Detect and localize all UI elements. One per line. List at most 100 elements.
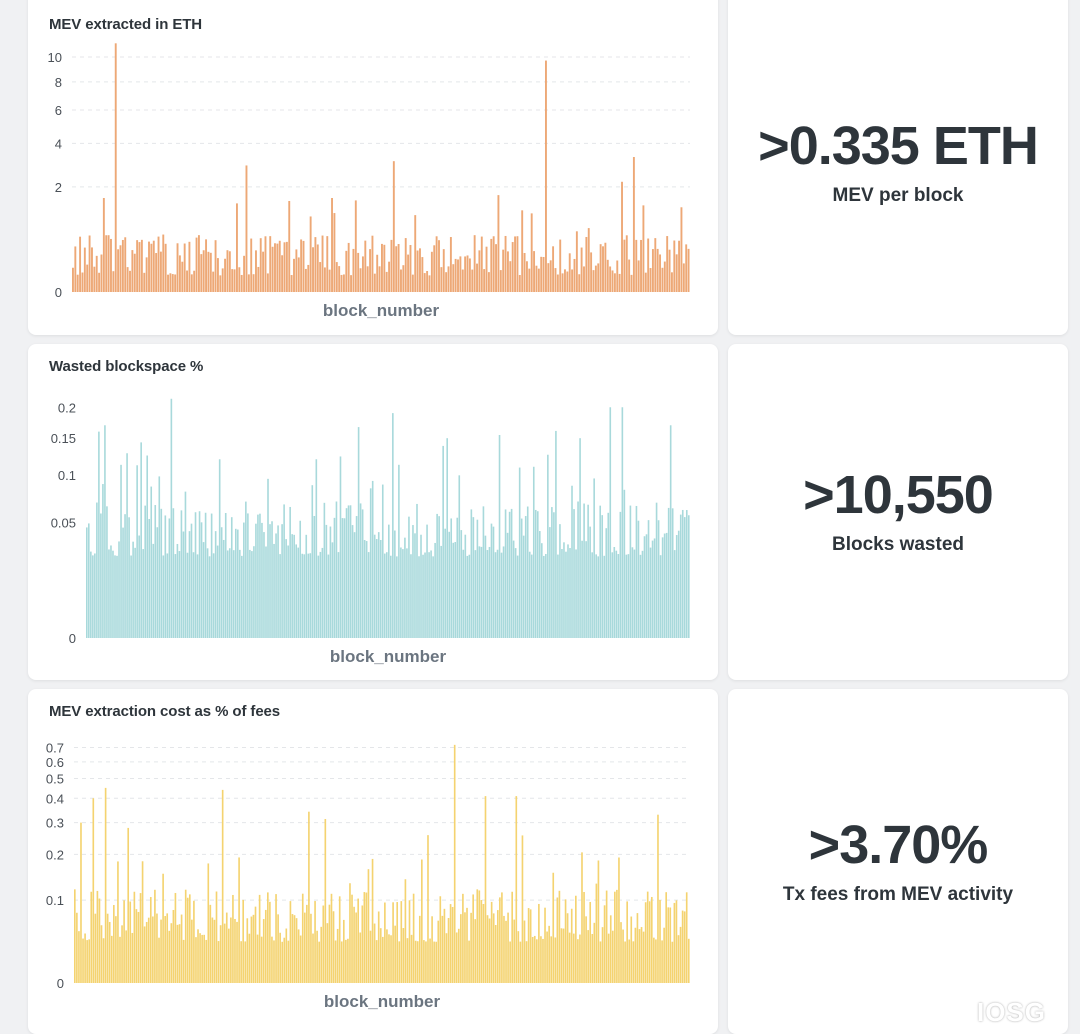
extraction-cost-bar-chart: 0 0.1 0.2 0.3 0.4 0.50.60.7 block_number bbox=[46, 741, 690, 1011]
bar bbox=[392, 902, 394, 983]
bar bbox=[495, 244, 497, 292]
bar bbox=[182, 939, 185, 983]
bar bbox=[659, 254, 661, 292]
bar bbox=[516, 555, 519, 638]
bar bbox=[402, 928, 405, 983]
y-tick-label: 0 bbox=[55, 285, 62, 300]
bar bbox=[656, 248, 659, 292]
bar bbox=[395, 246, 398, 292]
bar bbox=[308, 811, 310, 983]
bar bbox=[371, 235, 374, 292]
bar bbox=[281, 255, 284, 292]
bar bbox=[595, 554, 597, 638]
bar bbox=[647, 520, 650, 638]
bar bbox=[174, 554, 177, 638]
bar bbox=[404, 238, 407, 292]
bar bbox=[246, 918, 249, 983]
bar bbox=[603, 905, 606, 983]
bar bbox=[263, 532, 265, 638]
bar bbox=[680, 207, 683, 292]
bar bbox=[236, 921, 238, 983]
bar bbox=[285, 928, 288, 983]
bar bbox=[216, 545, 219, 638]
bar bbox=[460, 530, 463, 638]
bar bbox=[174, 274, 177, 292]
bar bbox=[390, 555, 392, 638]
bar bbox=[573, 258, 576, 292]
bar bbox=[257, 514, 259, 638]
bar bbox=[616, 889, 618, 983]
bar bbox=[291, 534, 293, 638]
bar bbox=[659, 900, 661, 983]
bar bbox=[661, 267, 664, 292]
bar bbox=[202, 542, 205, 638]
bar bbox=[650, 896, 653, 983]
bar bbox=[216, 258, 219, 292]
bar bbox=[182, 531, 185, 638]
bar bbox=[291, 914, 294, 983]
bar bbox=[677, 530, 680, 638]
bar bbox=[91, 247, 93, 292]
bar bbox=[92, 798, 95, 983]
bar bbox=[396, 902, 399, 983]
bar bbox=[630, 274, 633, 292]
bar bbox=[640, 239, 642, 292]
bar bbox=[568, 253, 571, 292]
bar bbox=[86, 264, 89, 292]
bar bbox=[74, 889, 76, 983]
bar bbox=[150, 243, 153, 292]
bar bbox=[591, 552, 593, 638]
bar bbox=[528, 268, 531, 292]
bar bbox=[311, 485, 314, 638]
bar bbox=[678, 240, 681, 292]
bar bbox=[504, 235, 507, 292]
bar bbox=[377, 911, 380, 983]
bar bbox=[224, 513, 227, 638]
bar bbox=[164, 515, 167, 638]
bar bbox=[94, 913, 97, 983]
bar bbox=[452, 264, 455, 292]
bar bbox=[619, 511, 622, 638]
bar bbox=[420, 534, 422, 638]
bar bbox=[83, 247, 86, 292]
bar bbox=[200, 522, 203, 638]
bar bbox=[212, 553, 215, 638]
bar bbox=[518, 467, 521, 638]
bar bbox=[226, 550, 229, 638]
bar bbox=[88, 939, 91, 983]
bar bbox=[561, 273, 564, 292]
bar bbox=[480, 546, 483, 638]
bar bbox=[295, 544, 297, 638]
bar bbox=[299, 935, 302, 983]
bar bbox=[377, 532, 380, 638]
bar bbox=[471, 269, 474, 292]
bar bbox=[228, 928, 230, 983]
bar bbox=[632, 157, 635, 292]
bar bbox=[482, 506, 485, 638]
bar bbox=[159, 251, 162, 292]
bar bbox=[427, 835, 429, 983]
bar bbox=[207, 251, 210, 292]
mev-chart-card: MEV extracted in ETH 0 2 4 6 8 10 block_number bbox=[28, 0, 718, 335]
bar bbox=[560, 928, 563, 983]
bar bbox=[519, 941, 522, 983]
bar bbox=[455, 932, 458, 983]
bar bbox=[190, 523, 193, 638]
bar bbox=[277, 914, 279, 983]
bar bbox=[673, 240, 676, 292]
mev-bar-chart: 0 2 4 6 8 10 block_number bbox=[48, 43, 690, 320]
y-tick-label: 0.2 bbox=[58, 400, 76, 415]
bar bbox=[449, 237, 452, 292]
bar bbox=[583, 503, 585, 638]
bar bbox=[423, 273, 426, 292]
bar bbox=[128, 517, 130, 638]
bar bbox=[578, 274, 581, 292]
bar bbox=[498, 435, 501, 638]
bar bbox=[428, 275, 431, 292]
bar bbox=[542, 938, 544, 983]
bar bbox=[566, 271, 569, 292]
bar bbox=[409, 245, 412, 292]
bar bbox=[309, 553, 312, 638]
bar bbox=[94, 553, 96, 638]
bar bbox=[104, 787, 107, 983]
